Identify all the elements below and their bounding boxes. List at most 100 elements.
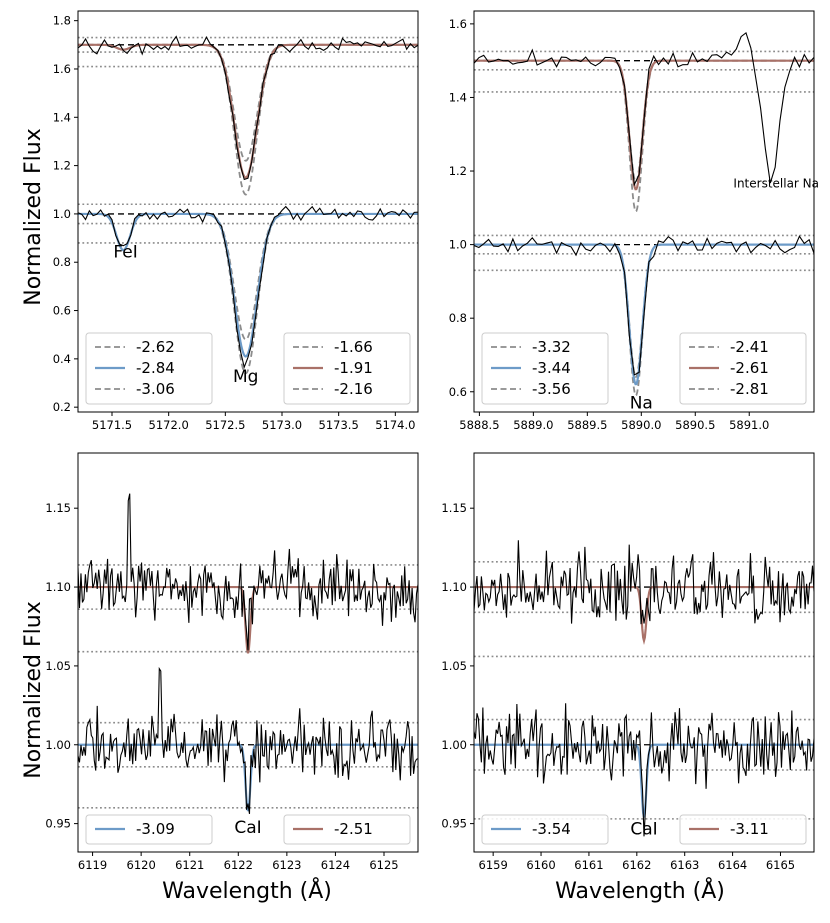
legend-blue: -2.62 -2.84 -3.06 [85,332,213,405]
legend-box [85,332,213,405]
axes-frame [77,452,419,853]
legend-entry: -1.66 [334,338,373,356]
legend-entry: -3.54 [532,820,571,838]
y-tick-label: 0.95 [441,817,467,831]
observed-spectrum-upper [78,35,418,181]
legend-entry: -3.32 [532,338,571,356]
x-tick-label: 5172.0 [149,418,189,432]
y-tick-label: 1.15 [45,501,71,515]
x-tick-label: 6125 [369,858,398,872]
x-tick-label: 5889.0 [513,418,553,432]
x-tick-label: 6122 [224,858,253,872]
observed-spectrum-upper [474,31,814,187]
model-blue-best [78,212,418,358]
y-tick-label: 0.6 [53,304,71,318]
x-tick-label: 6124 [321,858,350,872]
x-tick-label: 5888.5 [459,418,499,432]
x-tick-label: 5891.0 [729,418,769,432]
legend-entry: -2.81 [730,380,769,398]
x-tick-label: 6119 [78,858,107,872]
observed-spectrum-lower [474,235,814,376]
y-tick-label: 1.6 [449,17,467,31]
legend-entry: -3.09 [136,820,175,838]
legend-box [679,332,807,405]
x-tick-label: 6121 [175,858,204,872]
observed-spectrum-lower [78,666,418,814]
legend-red: -2.41 -2.61 -2.81 [679,332,807,405]
legend-red: -1.66 -1.91 -2.16 [283,332,411,405]
y-axis-label-top: Normalized Flux [21,128,46,305]
y-tick-label: 1.2 [449,164,467,178]
model-blue-best [474,243,814,386]
y-tick-label: 1.4 [449,90,467,104]
observed-spectrum-upper [78,493,418,651]
plot-area [474,540,814,837]
model-blue-bound [78,213,418,341]
x-tick-label: 6123 [272,858,301,872]
x-tick-label: 6165 [766,858,795,872]
y-tick-label: 1.00 [441,738,467,752]
observed-spectrum-upper [474,540,814,625]
legend-entry: -1.91 [334,359,373,377]
line-annotation: CaI [234,818,261,838]
observed-spectrum-lower [78,205,418,370]
legend-blue: -3.09 [85,814,213,845]
model-red-best [474,585,814,646]
legend-box [481,332,609,405]
line-annotation: FeI [113,242,137,262]
panel-top-left: 5171.5 5172.0 5172.5 5173.0 5173.5 5174.0 0.2 0… [53,10,419,432]
panel-bottom-right: 6159 6160 6161 6162 6163 6164 6165 0.95 1.00 1.05… [441,452,815,872]
legend-entry: -2.62 [136,338,175,356]
legend-entry: -2.61 [730,359,769,377]
axes-frame [473,10,815,413]
legend-entry: -3.11 [730,820,769,838]
legend-box [85,814,213,845]
legend-entry: -2.51 [334,820,373,838]
y-tick-label: 1.2 [53,159,71,173]
plot-area [78,493,418,814]
x-axis-label-left: Wavelength (Å) [162,877,332,904]
y-tick-label: 1.15 [441,501,467,515]
legend-entry: -2.41 [730,338,769,356]
line-annotation: Na [630,393,653,413]
legend-entry: -3.44 [532,359,571,377]
x-tick-label: 5173.5 [319,418,359,432]
legend-entry: -3.06 [136,380,175,398]
plot-area [78,35,418,375]
x-tick-label: 5171.5 [92,418,132,432]
y-tick-label: 0.6 [449,385,467,399]
axes-frame [473,452,815,853]
x-tick-label: 5890.5 [675,418,715,432]
y-axis-label-bottom: Normalized Flux [21,601,46,778]
legend-blue: -3.54 [481,814,609,845]
x-tick-label: 6164 [718,858,747,872]
legend-box [283,332,411,405]
y-tick-label: 0.2 [53,400,71,414]
panel-top-right: 5888.5 5889.0 5889.5 5890.0 5890.5 5891.0 0.6 0… [449,10,819,432]
y-tick-label: 1.00 [45,738,71,752]
legend-red: -3.11 [679,814,807,845]
x-tick-label: 5174.0 [375,418,415,432]
legend-blue: -3.32 -3.44 -3.56 [481,332,609,405]
y-tick-label: 1.8 [53,14,71,28]
y-tick-label: 0.8 [449,311,467,325]
y-tick-label: 1.05 [45,659,71,673]
legend-red: -2.51 [283,814,411,845]
line-annotation: Mg [233,367,258,387]
y-tick-label: 1.10 [45,580,71,594]
legend-box [481,814,609,845]
x-axis-label-right: Wavelength (Å) [555,877,725,904]
legend-entry: -2.16 [334,380,373,398]
x-tick-label: 6120 [127,858,156,872]
model-red-bound [78,43,418,162]
x-tick-label: 5172.5 [205,418,245,432]
y-tick-label: 0.8 [53,255,71,269]
plot-area [474,31,814,397]
legend-box [283,814,411,845]
x-tick-label: 6159 [479,858,508,872]
y-tick-label: 1.10 [441,580,467,594]
axes-frame [77,10,419,413]
x-tick-label: 6161 [574,858,603,872]
y-tick-label: 1.05 [441,659,467,673]
